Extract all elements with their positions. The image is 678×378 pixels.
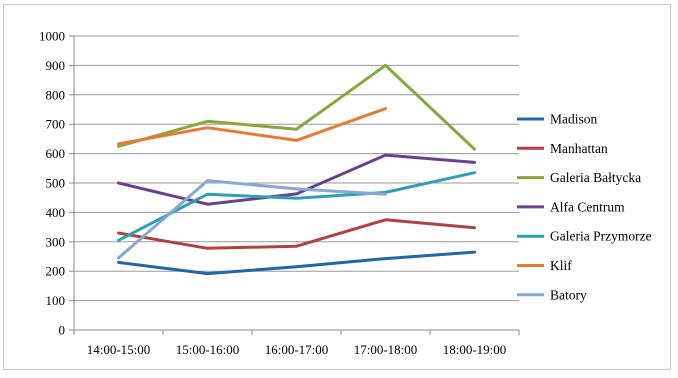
y-tick-label: 0 — [59, 323, 66, 338]
legend-label: Galeria Bałtycka — [550, 170, 641, 185]
legend-label: Batory — [550, 287, 587, 302]
legend-label: Galeria Przymorze — [550, 229, 652, 244]
y-tick-label: 700 — [46, 117, 66, 132]
series-line — [117, 171, 476, 242]
y-tick-label: 600 — [46, 146, 66, 161]
chart-frame: 0 100 200 300 400 500 600 700 800 900 1000 14:00-1… — [3, 4, 671, 370]
legend-label: Klif — [550, 258, 572, 273]
legend-label: Manhattan — [550, 141, 608, 156]
x-tick-label: 17:00-18:00 — [354, 342, 418, 357]
y-tick-label: 200 — [46, 264, 66, 279]
legend: Madison Manhattan Galeria Bałtycka Alfa Cen… — [517, 112, 652, 302]
y-tick-labels: 0 100 200 300 400 500 600 700 800 900 1000 — [39, 29, 65, 338]
x-tick-label: 18:00-19:00 — [443, 342, 507, 357]
series-line — [117, 107, 387, 146]
y-tick-label: 900 — [46, 58, 66, 73]
series-line — [117, 218, 476, 250]
series-lines — [117, 63, 476, 276]
series-line — [117, 179, 387, 260]
y-tick-label: 800 — [46, 87, 66, 102]
series-line — [117, 153, 476, 206]
line-chart: 0 100 200 300 400 500 600 700 800 900 1000 14:00-1… — [39, 29, 652, 358]
y-tick-label: 400 — [46, 205, 66, 220]
series-line — [117, 63, 476, 151]
x-tick-label: 14:00-15:00 — [87, 342, 151, 357]
legend-label: Alfa Centrum — [550, 199, 625, 214]
gridlines — [74, 35, 519, 302]
series-line — [117, 250, 476, 276]
x-tick-label: 15:00-16:00 — [176, 342, 240, 357]
y-tick-label: 300 — [46, 234, 66, 249]
axes — [69, 35, 520, 335]
legend-label: Madison — [550, 112, 598, 127]
y-tick-label: 500 — [46, 176, 66, 191]
y-tick-label: 1000 — [39, 29, 65, 44]
y-tick-label: 100 — [46, 293, 66, 308]
x-tick-label: 16:00-17:00 — [265, 342, 329, 357]
x-tick-labels: 14:00-15:00 15:00-16:00 16:00-17:00 17:00-1… — [87, 342, 507, 357]
